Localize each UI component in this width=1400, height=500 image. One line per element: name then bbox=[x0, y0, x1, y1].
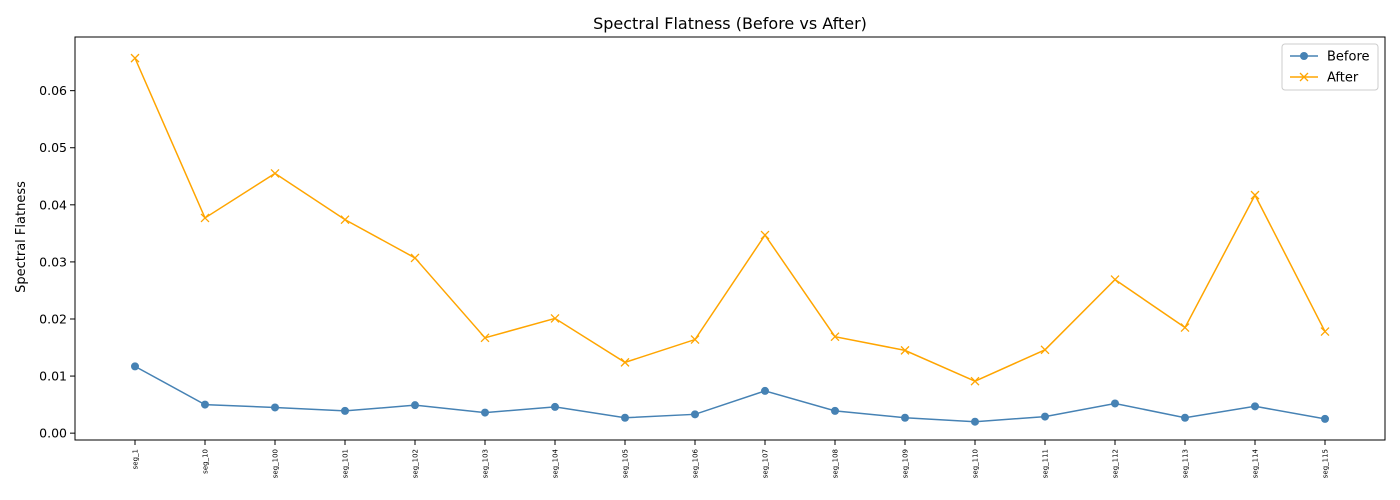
data-point-before bbox=[1251, 402, 1259, 411]
data-point-after bbox=[690, 335, 700, 344]
x-tick-label: seg_101 bbox=[342, 449, 350, 478]
data-point-after bbox=[200, 213, 210, 223]
data-point-before bbox=[1321, 414, 1329, 423]
x-tick-label: seg_115 bbox=[1322, 449, 1330, 478]
x-tick-label: seg_105 bbox=[622, 449, 630, 478]
x-tick-label: seg_103 bbox=[482, 449, 490, 478]
data-point-before bbox=[621, 413, 629, 422]
data-point-before bbox=[1181, 413, 1189, 422]
data-point-before bbox=[201, 400, 209, 409]
data-point-after bbox=[830, 332, 840, 342]
x-tick-label: seg_102 bbox=[412, 449, 420, 478]
data-point-before bbox=[341, 406, 349, 415]
data-point-after bbox=[1180, 323, 1190, 333]
x-tick-label: seg_108 bbox=[832, 449, 840, 478]
data-point-after bbox=[900, 345, 910, 355]
x-tick-label: seg_107 bbox=[762, 449, 770, 478]
data-point-after bbox=[1110, 275, 1120, 285]
x-tick-label: seg_109 bbox=[902, 449, 910, 478]
data-point-after bbox=[760, 230, 770, 240]
data-point-before bbox=[551, 402, 559, 411]
data-point-before bbox=[901, 413, 909, 422]
data-point-after bbox=[550, 313, 560, 323]
y-tick-label: 0.00 bbox=[39, 426, 67, 441]
legend-label-after: After bbox=[1327, 71, 1359, 86]
plot-frame bbox=[74, 36, 1386, 441]
series-line-after bbox=[134, 57, 1326, 383]
data-point-after bbox=[480, 333, 490, 343]
data-point-after bbox=[1040, 345, 1050, 355]
x-tick-label: seg_106 bbox=[692, 448, 700, 478]
y-tick-label: 0.06 bbox=[39, 83, 67, 98]
data-point-before bbox=[481, 408, 489, 417]
x-tick-label: seg_110 bbox=[972, 449, 980, 478]
data-point-after bbox=[970, 376, 980, 386]
y-tick-label: 0.02 bbox=[39, 311, 67, 326]
data-point-after bbox=[1320, 327, 1330, 337]
data-point-before bbox=[1041, 412, 1049, 421]
data-point-after bbox=[340, 215, 350, 225]
y-axis-label: Spectral Flatness bbox=[14, 181, 29, 293]
data-point-before bbox=[271, 403, 279, 412]
y-tick-label: 0.03 bbox=[39, 254, 67, 269]
x-tick-label: seg_10 bbox=[202, 449, 210, 474]
plot-area: 0.00 0.01 0.02 0.03 0.04 0.05 0.06 seg_1 seg_10 s… bbox=[39, 53, 1330, 478]
data-point-before bbox=[971, 417, 979, 426]
data-point-after bbox=[130, 53, 140, 63]
data-point-after bbox=[410, 253, 420, 263]
x-tick-label: seg_112 bbox=[1112, 449, 1120, 478]
data-point-before bbox=[761, 386, 769, 395]
legend: Before After bbox=[1281, 43, 1379, 91]
data-point-before bbox=[831, 406, 839, 415]
chart-title: Spectral Flatness (Before vs After) bbox=[593, 14, 867, 33]
x-tick-label: seg_113 bbox=[1182, 449, 1190, 478]
legend-marker-after bbox=[1299, 72, 1309, 82]
y-tick-label: 0.04 bbox=[39, 197, 67, 212]
y-tick-label: 0.05 bbox=[39, 140, 67, 155]
data-point-after bbox=[1250, 190, 1260, 200]
data-point-before bbox=[131, 362, 139, 371]
data-point-before bbox=[411, 401, 419, 410]
x-tick-label: seg_100 bbox=[272, 449, 280, 478]
x-tick-label: seg_104 bbox=[552, 448, 560, 478]
x-tick-label: seg_114 bbox=[1252, 448, 1260, 478]
data-point-after bbox=[270, 168, 280, 178]
data-point-before bbox=[1111, 399, 1119, 408]
series-line-before bbox=[134, 365, 1326, 423]
legend-marker-before bbox=[1300, 52, 1308, 60]
y-tick-label: 0.01 bbox=[39, 369, 67, 384]
x-tick-label: seg_1 bbox=[132, 449, 140, 469]
data-point-after bbox=[620, 357, 630, 367]
legend-label-before: Before bbox=[1327, 50, 1370, 65]
x-tick-label: seg_111 bbox=[1042, 449, 1050, 478]
data-point-before bbox=[691, 410, 699, 419]
